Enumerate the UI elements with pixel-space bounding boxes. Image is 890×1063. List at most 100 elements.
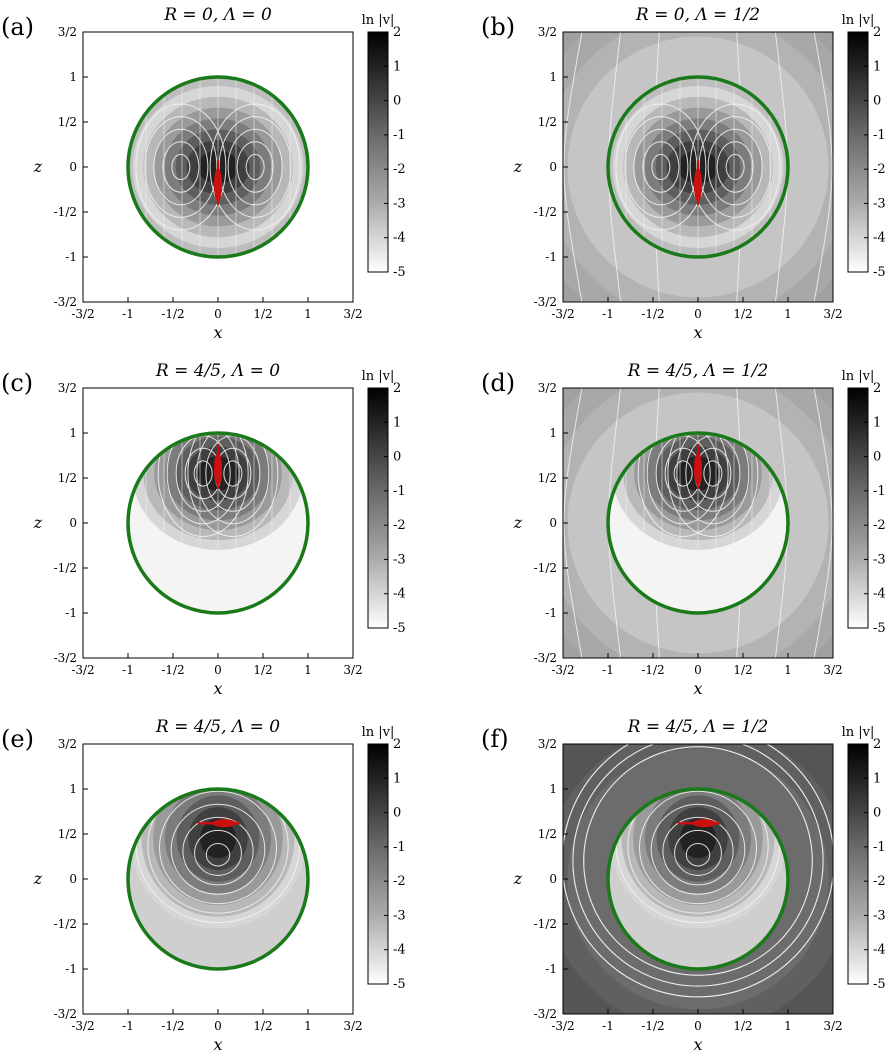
x-tick-label: -3/2 <box>71 307 94 321</box>
y-tick-label: -1 <box>65 606 77 620</box>
colorbar-tick-label: -4 <box>873 943 886 958</box>
y-tick-label: 1/2 <box>58 115 77 129</box>
x-tick-label: -1 <box>122 663 134 677</box>
x-tick-label: -1/2 <box>641 307 664 321</box>
streamline <box>716 141 754 193</box>
x-tick-label: -1 <box>602 663 614 677</box>
panel-label: (d) <box>481 369 515 397</box>
x-tick-label: 1/2 <box>253 663 272 677</box>
y-tick-label: 1 <box>549 782 557 796</box>
x-tick-label: -1/2 <box>641 663 664 677</box>
streamline <box>703 460 723 487</box>
y-tick-label: -1/2 <box>534 917 557 931</box>
y-axis-label: z <box>33 869 43 888</box>
plot-area <box>563 388 833 658</box>
y-tick-label: 0 <box>69 160 77 174</box>
colorbar <box>847 31 869 273</box>
x-tick-label: 1 <box>784 663 792 677</box>
y-tick-label: 1/2 <box>538 471 557 485</box>
x-tick-label: -1/2 <box>161 663 184 677</box>
drop-outline <box>606 787 790 971</box>
colorbar-tick-label: -1 <box>873 484 886 499</box>
plot-area <box>563 744 833 1014</box>
colorbar-tick-label: -5 <box>393 977 406 992</box>
panel-title: R = 4/5, Λ = 1/2 <box>627 361 769 381</box>
x-tick-label: 0 <box>214 1019 222 1033</box>
streamline <box>194 829 242 876</box>
x-tick-label: 1/2 <box>733 663 752 677</box>
colorbar-tick-label: -2 <box>873 162 886 177</box>
contour <box>200 818 236 859</box>
streamline <box>187 433 279 537</box>
x-tick-label: 3/2 <box>343 307 362 321</box>
y-tick-label: -1/2 <box>534 561 557 575</box>
streamline <box>627 789 769 914</box>
x-tick-label: 0 <box>214 307 222 321</box>
x-tick-label: 1/2 <box>253 307 272 321</box>
x-tick-label: 1 <box>304 1019 312 1033</box>
panel-title: R = 0, Λ = 1/2 <box>635 5 760 25</box>
colorbar-tick-label: -5 <box>873 977 886 992</box>
colorbar-label: ln |v| <box>842 725 875 740</box>
colorbar-tick-label: -1 <box>873 128 886 143</box>
y-tick-label: 1/2 <box>58 827 77 841</box>
colorbar <box>367 743 389 985</box>
y-tick-label: 1/2 <box>538 827 557 841</box>
colorbar-tick-label: -2 <box>873 874 886 889</box>
streamline <box>159 790 277 905</box>
y-tick-label: 1 <box>69 70 77 84</box>
streamline <box>144 116 218 218</box>
streamline <box>227 128 283 206</box>
x-tick-label: -3/2 <box>71 663 94 677</box>
streamline <box>162 141 200 193</box>
colorbar-tick-label: -3 <box>393 552 406 567</box>
colorbar-tick-label: -2 <box>873 518 886 533</box>
streamline <box>673 460 693 487</box>
panel-d: (d) R = 4/5, Λ = 1/2 3/2 -3/2 1 -1 1/2 -1/2 0 0 -1… <box>481 361 886 698</box>
colorbar-tick-label: 1 <box>393 415 401 430</box>
x-tick-label: 1 <box>304 307 312 321</box>
streamline <box>674 829 722 876</box>
colorbar-tick-label: -3 <box>873 552 886 567</box>
colorbar <box>847 387 869 629</box>
x-tick-label: -3/2 <box>551 307 574 321</box>
drop-outline <box>606 75 790 259</box>
streamline <box>725 153 745 181</box>
panel-title: R = 0, Λ = 0 <box>163 5 272 25</box>
y-tick-label: 3/2 <box>538 381 557 395</box>
streamline <box>662 816 734 886</box>
y-axis-label: z <box>513 513 523 532</box>
plot-area <box>83 744 353 1014</box>
colorbar-tick-label: -4 <box>393 231 406 246</box>
colorbar-tick-label: 0 <box>393 450 401 465</box>
x-tick-label: -1/2 <box>161 1019 184 1033</box>
outer-streamline <box>813 388 833 658</box>
colorbar-tick-label: -1 <box>393 840 406 855</box>
colorbar-tick-label: 0 <box>873 450 881 465</box>
x-tick-label: -3/2 <box>551 1019 574 1033</box>
colorbar <box>367 387 389 629</box>
colorbar-tick-label: -3 <box>393 196 406 211</box>
y-tick-label: 0 <box>549 160 557 174</box>
y-tick-label: -3/2 <box>534 295 557 309</box>
x-axis-label: x <box>693 679 702 698</box>
streamline <box>642 141 680 193</box>
y-tick-label: -3/2 <box>54 295 77 309</box>
colorbar-label: ln |v| <box>362 725 395 740</box>
y-tick-label: 0 <box>549 872 557 886</box>
drop-outline <box>126 787 310 971</box>
colorbar-tick-label: 0 <box>393 806 401 821</box>
panel-title: R = 4/5, Λ = 0 <box>155 717 280 737</box>
colorbar-tick-label: 0 <box>873 94 881 109</box>
y-tick-label: -1 <box>65 250 77 264</box>
y-tick-label: -1 <box>545 962 557 976</box>
x-tick-label: -1 <box>122 307 134 321</box>
y-tick-label: -1 <box>545 250 557 264</box>
x-axis-label: x <box>693 1035 702 1054</box>
streamline <box>182 816 254 886</box>
streamline <box>223 460 243 487</box>
x-tick-label: 0 <box>214 663 222 677</box>
streamline <box>236 141 274 193</box>
y-tick-label: 0 <box>69 872 77 886</box>
streamline <box>646 433 720 525</box>
